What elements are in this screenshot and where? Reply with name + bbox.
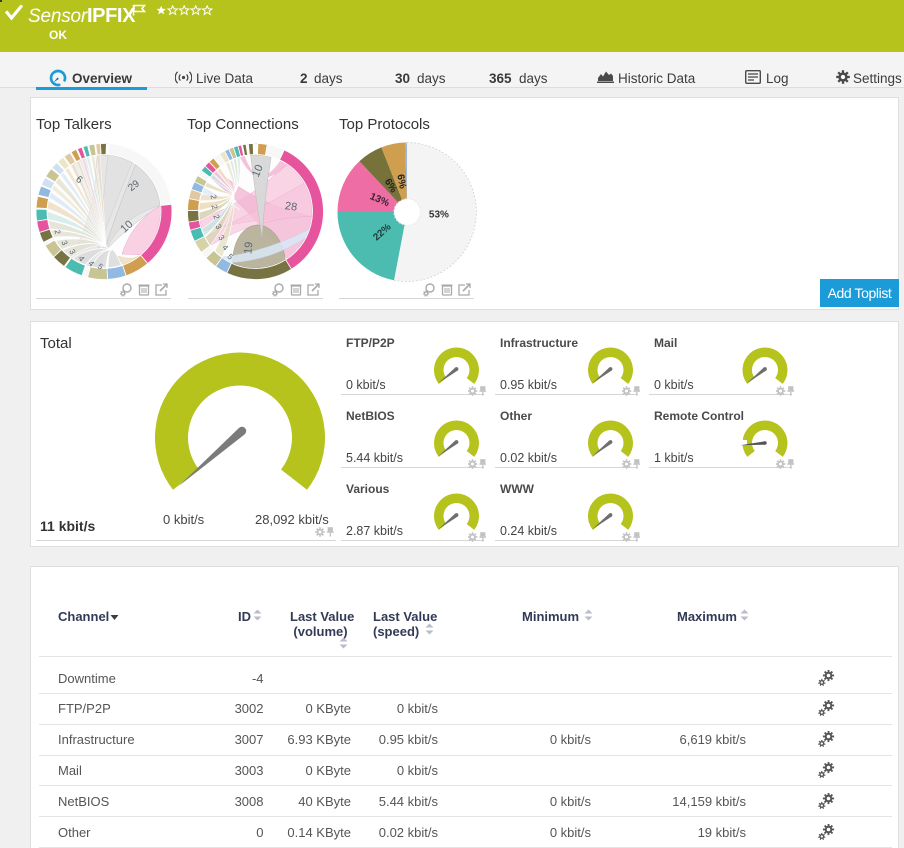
svg-text:4: 4	[87, 259, 97, 269]
svg-text:53%: 53%	[429, 210, 449, 221]
svg-text:2: 2	[209, 204, 219, 211]
svg-text:3: 3	[67, 248, 77, 257]
svg-text:28: 28	[284, 200, 298, 214]
svg-text:6: 6	[73, 174, 85, 186]
svg-text:3: 3	[59, 239, 69, 247]
svg-text:19: 19	[242, 241, 255, 254]
svg-text:2: 2	[211, 213, 221, 221]
svg-text:10: 10	[250, 163, 266, 179]
svg-text:5: 5	[226, 252, 236, 262]
svg-text:3: 3	[216, 233, 226, 242]
svg-text:4: 4	[76, 254, 86, 263]
svg-text:4: 4	[220, 243, 230, 253]
svg-text:6%: 6%	[394, 173, 408, 189]
svg-text:3: 3	[213, 223, 223, 232]
svg-text:5: 5	[96, 262, 105, 272]
svg-text:2: 2	[53, 229, 63, 235]
svg-text:2: 2	[209, 194, 219, 200]
